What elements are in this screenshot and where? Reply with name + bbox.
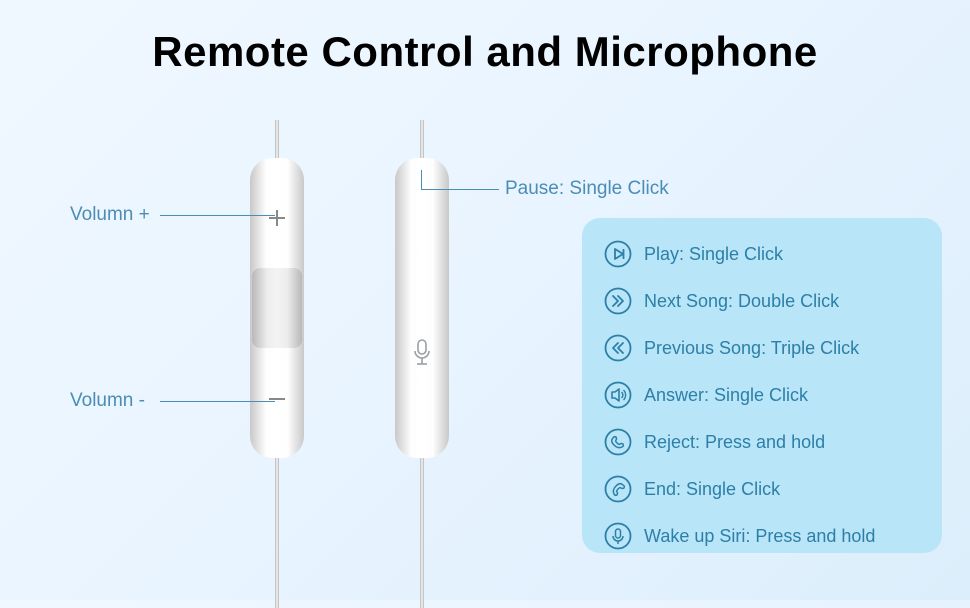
- info-text: Wake up Siri: Press and hold: [644, 526, 875, 547]
- cable-top: [420, 120, 424, 158]
- cable-bottom: [275, 458, 279, 608]
- info-row-next: Next Song: Double Click: [604, 287, 934, 315]
- info-row-play: Play: Single Click: [604, 240, 934, 268]
- info-text: Previous Song: Triple Click: [644, 338, 859, 359]
- cable-top: [275, 120, 279, 158]
- plus-icon: [269, 210, 285, 226]
- info-row-answer: Answer: Single Click: [604, 381, 934, 409]
- connector-line: [160, 401, 275, 402]
- next-icon: [604, 287, 632, 315]
- cable-bottom: [420, 458, 424, 608]
- info-text: Play: Single Click: [644, 244, 783, 265]
- pause-label: Pause: Single Click: [505, 178, 669, 200]
- info-row-reject: Reject: Press and hold: [604, 428, 934, 456]
- phone-down-icon: [604, 475, 632, 503]
- info-text: Answer: Single Click: [644, 385, 808, 406]
- mic-remote: [395, 120, 449, 600]
- phone-icon: [604, 428, 632, 456]
- info-text: Next Song: Double Click: [644, 291, 839, 312]
- info-text: Reject: Press and hold: [644, 432, 825, 453]
- info-text: End: Single Click: [644, 479, 780, 500]
- volume-down-label: Volumn -: [70, 390, 145, 412]
- info-row-siri: Wake up Siri: Press and hold: [604, 522, 934, 550]
- connector-line: [421, 189, 499, 190]
- microphone-icon: [411, 338, 433, 368]
- mic-icon: [604, 522, 632, 550]
- connector-line: [160, 215, 275, 216]
- connector-line: [421, 170, 422, 190]
- info-panel: Play: Single Click Next Song: Double Cli…: [582, 218, 942, 553]
- volume-remote-body: [250, 158, 304, 458]
- info-row-end: End: Single Click: [604, 475, 934, 503]
- volume-remote: [250, 120, 304, 600]
- center-button: [252, 268, 302, 348]
- volume-up-label: Volumn +: [70, 204, 150, 226]
- prev-icon: [604, 334, 632, 362]
- play-icon: [604, 240, 632, 268]
- info-row-prev: Previous Song: Triple Click: [604, 334, 934, 362]
- page-title: Remote Control and Microphone: [0, 0, 970, 76]
- mic-remote-body: [395, 158, 449, 458]
- minus-icon: [269, 398, 285, 400]
- speaker-icon: [604, 381, 632, 409]
